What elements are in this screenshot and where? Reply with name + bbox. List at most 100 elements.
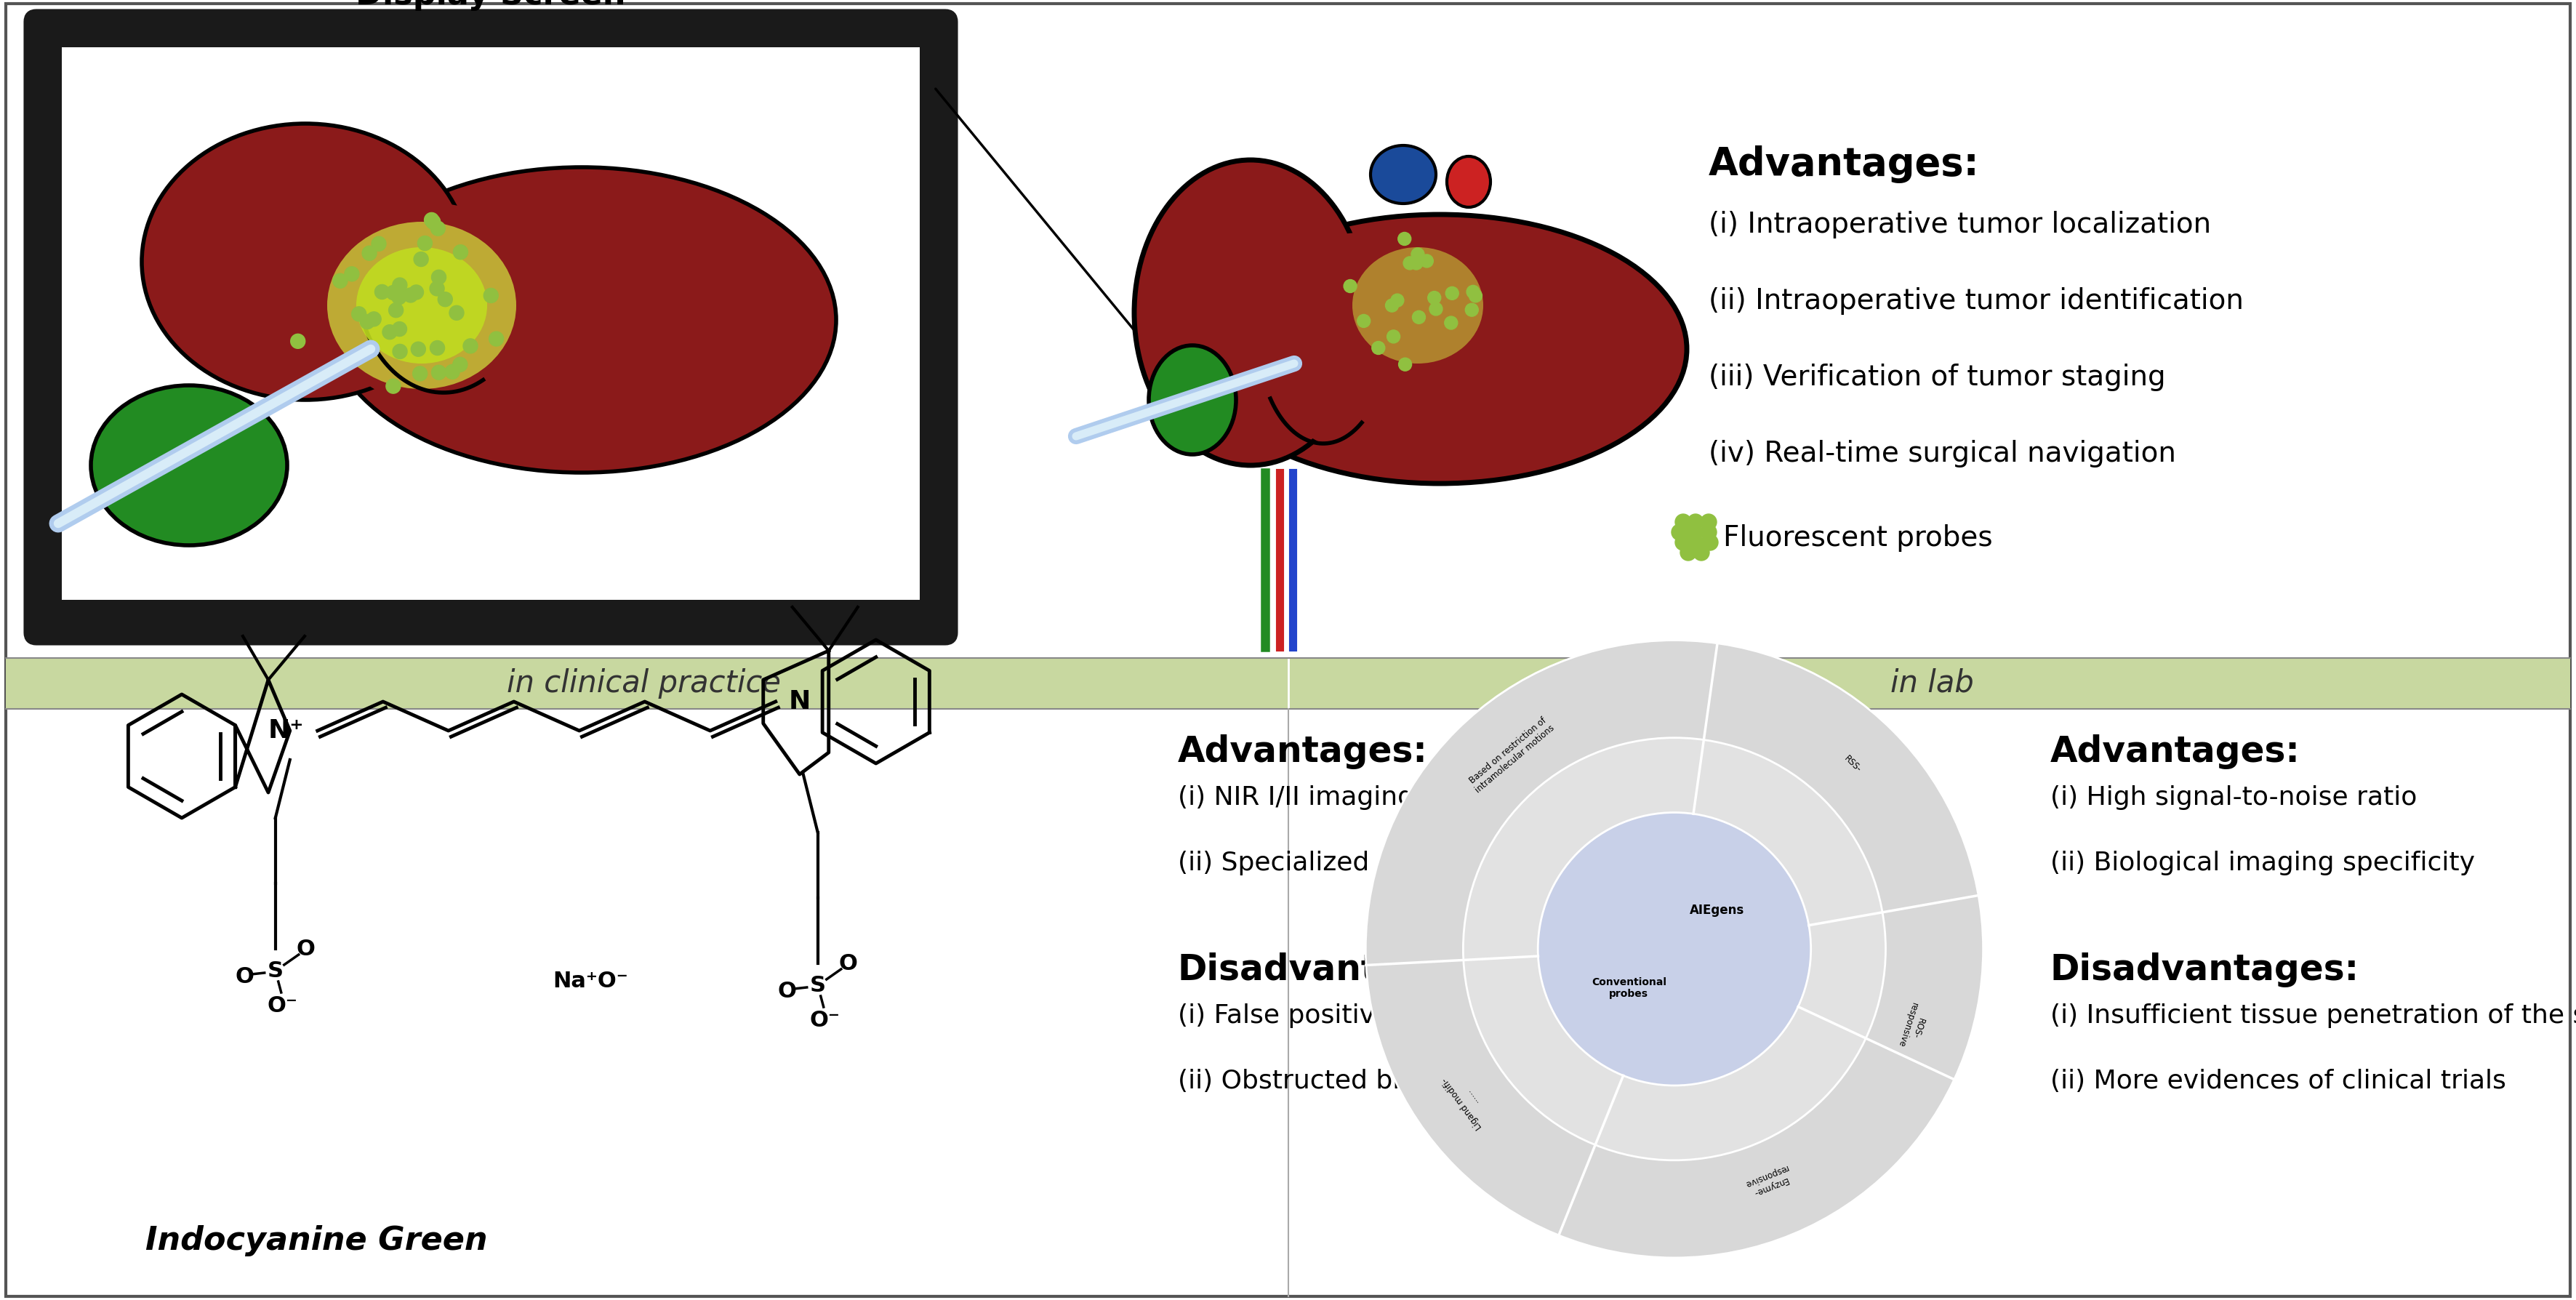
- Text: (ii) Intraoperative tumor identification: (ii) Intraoperative tumor identification: [1708, 287, 2244, 315]
- Circle shape: [430, 281, 443, 296]
- Circle shape: [332, 273, 348, 289]
- Circle shape: [1687, 534, 1703, 550]
- Ellipse shape: [1193, 215, 1687, 484]
- Circle shape: [1687, 514, 1703, 530]
- Circle shape: [1430, 303, 1443, 316]
- Circle shape: [430, 341, 446, 355]
- Circle shape: [1345, 280, 1358, 292]
- Text: (ii) Obstructed bile excretion affects imaging: (ii) Obstructed bile excretion affects i…: [1177, 1069, 1765, 1093]
- Text: O: O: [840, 953, 858, 974]
- Circle shape: [1386, 299, 1399, 312]
- Text: Based on restriction of
intramolecular motions: Based on restriction of intramolecular m…: [1466, 715, 1556, 794]
- Circle shape: [433, 365, 446, 380]
- Ellipse shape: [327, 222, 515, 389]
- Circle shape: [381, 325, 397, 339]
- Circle shape: [1463, 738, 1886, 1161]
- Circle shape: [1399, 358, 1412, 370]
- Circle shape: [433, 270, 446, 285]
- Circle shape: [392, 278, 407, 292]
- Circle shape: [425, 213, 438, 227]
- Text: in lab: in lab: [1891, 668, 1973, 698]
- Circle shape: [1692, 545, 1710, 560]
- Ellipse shape: [355, 247, 487, 364]
- Circle shape: [453, 358, 466, 372]
- Text: AIEgens: AIEgens: [1690, 903, 1744, 916]
- Text: O: O: [778, 980, 796, 1001]
- Circle shape: [1399, 233, 1412, 246]
- Ellipse shape: [1370, 146, 1435, 204]
- Circle shape: [417, 235, 433, 251]
- Text: Na⁺O⁻: Na⁺O⁻: [551, 971, 629, 992]
- Circle shape: [1409, 256, 1422, 269]
- Text: (i) False positive imaging: (i) False positive imaging: [1177, 1004, 1504, 1028]
- Circle shape: [392, 290, 407, 304]
- Circle shape: [438, 292, 453, 307]
- Text: (i) High signal-to-noise ratio: (i) High signal-to-noise ratio: [2050, 785, 2416, 810]
- Circle shape: [389, 303, 404, 317]
- Circle shape: [371, 237, 386, 251]
- Circle shape: [353, 307, 366, 321]
- Circle shape: [291, 334, 304, 348]
- Text: Enzyme-
responsive: Enzyme- responsive: [1744, 1164, 1793, 1199]
- Circle shape: [484, 289, 497, 303]
- Circle shape: [415, 252, 428, 266]
- Circle shape: [386, 378, 399, 394]
- Circle shape: [1538, 812, 1811, 1086]
- Text: N: N: [788, 689, 811, 714]
- Ellipse shape: [1352, 247, 1484, 364]
- Text: Conventional
probes: Conventional probes: [1592, 978, 1667, 998]
- Ellipse shape: [1149, 346, 1236, 455]
- Text: Fluorescent probes: Fluorescent probes: [1723, 524, 1994, 551]
- Text: Display Screen: Display Screen: [355, 0, 626, 10]
- Text: N⁺: N⁺: [268, 719, 304, 744]
- Text: Disadvantages:: Disadvantages:: [2050, 953, 2360, 988]
- Circle shape: [1674, 534, 1692, 550]
- Circle shape: [448, 305, 464, 320]
- Circle shape: [386, 286, 402, 300]
- Circle shape: [1419, 255, 1432, 268]
- Circle shape: [392, 345, 407, 359]
- Bar: [62, 47, 920, 599]
- Text: S: S: [268, 961, 283, 981]
- Ellipse shape: [1448, 156, 1492, 207]
- Text: RSS-: RSS-: [1842, 754, 1862, 775]
- Circle shape: [489, 332, 502, 346]
- Circle shape: [1358, 315, 1370, 328]
- Circle shape: [1412, 248, 1425, 261]
- Circle shape: [1404, 256, 1417, 269]
- Circle shape: [1391, 294, 1404, 307]
- Circle shape: [410, 285, 422, 299]
- Ellipse shape: [1133, 160, 1368, 465]
- Circle shape: [1445, 287, 1458, 300]
- Text: in clinical practice: in clinical practice: [507, 668, 781, 698]
- Circle shape: [392, 322, 407, 337]
- Circle shape: [1466, 285, 1479, 299]
- Text: (iii) Verification of tumor staging: (iii) Verification of tumor staging: [1708, 364, 2166, 391]
- Circle shape: [1445, 316, 1458, 329]
- Text: (ii) Specialized metabolism of the liver: (ii) Specialized metabolism of the liver: [1177, 850, 1682, 875]
- Ellipse shape: [327, 168, 837, 473]
- Text: Indocyanine Green: Indocyanine Green: [144, 1225, 487, 1256]
- Circle shape: [453, 244, 469, 260]
- Text: O: O: [296, 939, 314, 959]
- Text: (ii) Biological imaging specificity: (ii) Biological imaging specificity: [2050, 850, 2476, 875]
- Circle shape: [366, 312, 381, 326]
- Circle shape: [1468, 289, 1481, 303]
- Text: O: O: [234, 966, 255, 987]
- Circle shape: [1427, 291, 1440, 304]
- Ellipse shape: [90, 385, 286, 545]
- Text: (i) Insufficient tissue penetration of the signal: (i) Insufficient tissue penetration of t…: [2050, 1004, 2576, 1028]
- Circle shape: [1687, 524, 1703, 541]
- Circle shape: [464, 339, 477, 354]
- Circle shape: [363, 246, 376, 260]
- Ellipse shape: [1257, 233, 1461, 451]
- Circle shape: [1365, 641, 1984, 1258]
- Circle shape: [446, 364, 459, 380]
- Bar: [5, 658, 2571, 709]
- Circle shape: [430, 221, 446, 235]
- Text: (i) NIR I/II imaging: (i) NIR I/II imaging: [1177, 785, 1414, 810]
- Circle shape: [1680, 545, 1695, 560]
- Circle shape: [374, 285, 389, 299]
- Text: (ii) More evidences of clinical trials: (ii) More evidences of clinical trials: [2050, 1069, 2506, 1093]
- Text: Advantages:: Advantages:: [1708, 146, 1978, 183]
